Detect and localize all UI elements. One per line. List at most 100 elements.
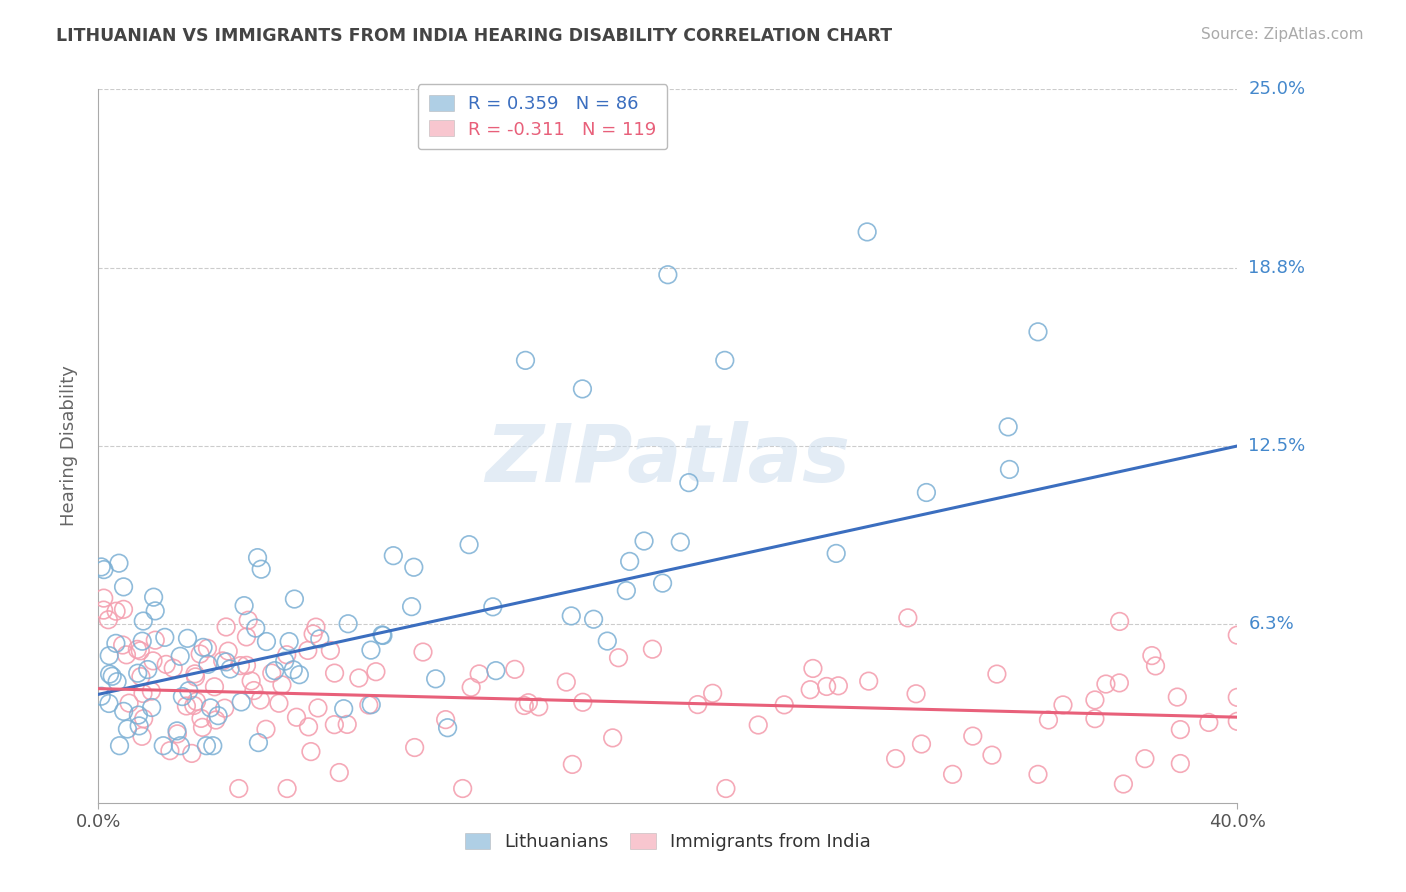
- Point: [205, 713, 228, 727]
- Point: [186, 694, 208, 708]
- Point: [112, 705, 135, 719]
- Point: [243, 683, 266, 698]
- Point: [169, 649, 191, 664]
- Text: Source: ZipAtlas.com: Source: ZipAtlas.com: [1201, 27, 1364, 42]
- Point: [607, 650, 630, 665]
- Point: [155, 657, 177, 672]
- Point: [249, 693, 271, 707]
- Point: [127, 708, 149, 723]
- Point: [260, 666, 283, 681]
- Point: [572, 695, 595, 709]
- Point: [436, 721, 458, 735]
- Point: [998, 462, 1021, 476]
- Point: [1026, 325, 1049, 339]
- Point: [191, 720, 214, 734]
- Point: [714, 781, 737, 796]
- Point: [250, 562, 273, 576]
- Point: [910, 737, 932, 751]
- Point: [515, 353, 537, 368]
- Point: [669, 535, 692, 549]
- Point: [131, 634, 153, 648]
- Point: [602, 731, 624, 745]
- Point: [451, 781, 474, 796]
- Point: [773, 698, 796, 712]
- Point: [112, 580, 135, 594]
- Point: [1226, 690, 1249, 705]
- Point: [1226, 714, 1249, 729]
- Point: [404, 740, 426, 755]
- Point: [1084, 693, 1107, 707]
- Point: [323, 666, 346, 681]
- Point: [527, 699, 550, 714]
- Point: [458, 538, 481, 552]
- Point: [801, 661, 824, 675]
- Point: [246, 550, 269, 565]
- Point: [132, 686, 155, 700]
- Point: [231, 695, 253, 709]
- Point: [633, 534, 655, 549]
- Point: [412, 645, 434, 659]
- Point: [858, 674, 880, 689]
- Point: [283, 592, 305, 607]
- Point: [93, 591, 115, 606]
- Point: [97, 697, 120, 711]
- Point: [162, 661, 184, 675]
- Point: [328, 765, 350, 780]
- Point: [485, 664, 508, 678]
- Point: [297, 720, 319, 734]
- Point: [347, 671, 370, 685]
- Point: [219, 662, 242, 676]
- Point: [371, 628, 394, 642]
- Point: [942, 767, 965, 781]
- Point: [214, 701, 236, 715]
- Point: [127, 666, 149, 681]
- Point: [283, 663, 305, 677]
- Point: [128, 719, 150, 733]
- Point: [517, 696, 540, 710]
- Point: [211, 654, 233, 668]
- Point: [897, 611, 920, 625]
- Point: [101, 669, 124, 683]
- Point: [90, 560, 112, 574]
- Text: 18.8%: 18.8%: [1249, 259, 1305, 277]
- Point: [238, 613, 260, 627]
- Point: [1140, 648, 1163, 663]
- Point: [204, 680, 226, 694]
- Point: [235, 658, 257, 673]
- Point: [915, 485, 938, 500]
- Point: [302, 627, 325, 641]
- Y-axis label: Hearing Disability: Hearing Disability: [59, 366, 77, 526]
- Text: 25.0%: 25.0%: [1249, 80, 1306, 98]
- Point: [176, 632, 198, 646]
- Point: [686, 698, 709, 712]
- Point: [235, 630, 257, 644]
- Point: [503, 662, 526, 676]
- Point: [364, 665, 387, 679]
- Point: [468, 667, 491, 681]
- Point: [1133, 752, 1156, 766]
- Point: [245, 621, 267, 635]
- Point: [142, 590, 165, 604]
- Point: [195, 739, 218, 753]
- Point: [460, 681, 482, 695]
- Point: [305, 620, 328, 634]
- Point: [233, 599, 256, 613]
- Point: [276, 781, 298, 796]
- Point: [360, 643, 382, 657]
- Point: [747, 718, 769, 732]
- Point: [98, 648, 121, 663]
- Point: [1166, 690, 1188, 704]
- Point: [425, 672, 447, 686]
- Point: [714, 353, 737, 368]
- Point: [986, 667, 1008, 681]
- Text: 12.5%: 12.5%: [1249, 437, 1306, 455]
- Point: [276, 648, 298, 662]
- Point: [108, 739, 131, 753]
- Point: [98, 667, 121, 681]
- Point: [152, 739, 174, 753]
- Point: [143, 633, 166, 648]
- Point: [1144, 659, 1167, 673]
- Point: [247, 736, 270, 750]
- Point: [142, 654, 165, 668]
- Point: [323, 717, 346, 731]
